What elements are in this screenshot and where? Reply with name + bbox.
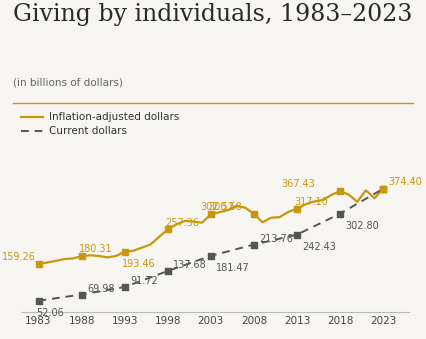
Text: Inflation-adjusted dollars: Inflation-adjusted dollars bbox=[49, 112, 179, 122]
Point bbox=[250, 211, 257, 217]
Point bbox=[35, 298, 42, 303]
Point bbox=[164, 227, 171, 232]
Text: 302.80: 302.80 bbox=[345, 221, 379, 231]
Text: 159.26: 159.26 bbox=[2, 252, 36, 262]
Text: Giving by individuals, 1983–2023: Giving by individuals, 1983–2023 bbox=[13, 3, 412, 26]
Text: 242.43: 242.43 bbox=[302, 242, 337, 252]
Text: (in billions of dollars): (in billions of dollars) bbox=[13, 78, 123, 88]
Point bbox=[207, 253, 214, 259]
Text: 300.58: 300.58 bbox=[208, 202, 242, 213]
Point bbox=[207, 212, 214, 217]
Point bbox=[78, 254, 85, 259]
Text: 137.68: 137.68 bbox=[173, 260, 207, 271]
Text: Current dollars: Current dollars bbox=[49, 125, 127, 136]
Text: 69.98: 69.98 bbox=[87, 284, 115, 294]
Text: 257.36: 257.36 bbox=[165, 218, 199, 227]
Text: 302.52: 302.52 bbox=[201, 202, 234, 212]
Point bbox=[78, 292, 85, 297]
Text: 374.40: 374.40 bbox=[389, 177, 423, 187]
Text: 91.72: 91.72 bbox=[130, 276, 158, 286]
Point bbox=[35, 261, 42, 266]
Text: 193.46: 193.46 bbox=[122, 259, 155, 269]
Point bbox=[380, 186, 386, 192]
Point bbox=[337, 211, 343, 216]
Point bbox=[294, 232, 300, 237]
Text: 213.76: 213.76 bbox=[259, 234, 294, 244]
Point bbox=[121, 249, 128, 254]
Text: 52.06: 52.06 bbox=[36, 308, 63, 318]
Point bbox=[164, 268, 171, 274]
Point bbox=[294, 206, 300, 212]
Text: 180.31: 180.31 bbox=[79, 244, 112, 254]
Text: 317.10: 317.10 bbox=[294, 197, 328, 207]
Point bbox=[380, 186, 386, 192]
Text: 181.47: 181.47 bbox=[216, 263, 250, 273]
Point bbox=[250, 242, 257, 247]
Point bbox=[337, 188, 343, 194]
Point bbox=[121, 284, 128, 290]
Text: 367.43: 367.43 bbox=[281, 179, 315, 189]
